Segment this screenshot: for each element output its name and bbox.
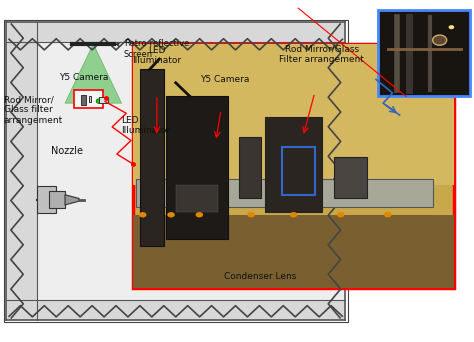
Bar	[282, 147, 315, 195]
Polygon shape	[65, 195, 79, 205]
Bar	[36, 186, 55, 213]
Bar	[4, 20, 348, 322]
Bar	[133, 44, 454, 185]
Bar	[133, 44, 454, 288]
Bar	[140, 69, 164, 246]
Bar	[89, 96, 91, 102]
Circle shape	[247, 212, 255, 218]
Text: Rod Mirror/Glass
Filter arrangement: Rod Mirror/Glass Filter arrangement	[279, 44, 364, 64]
Text: LED
Illuminator: LED Illuminator	[121, 116, 171, 135]
Bar	[81, 95, 86, 105]
Circle shape	[196, 212, 203, 218]
Circle shape	[448, 25, 454, 29]
Bar	[378, 10, 470, 96]
Text: Y5 Camera: Y5 Camera	[201, 75, 250, 84]
Text: LED
Illuminator: LED Illuminator	[132, 46, 182, 65]
Circle shape	[139, 212, 146, 218]
Bar	[74, 90, 103, 108]
Bar	[136, 180, 433, 207]
Text: Y5 Camera: Y5 Camera	[59, 73, 109, 82]
Text: Retro-reflective
Screen: Retro-reflective Screen	[116, 39, 189, 58]
Circle shape	[384, 212, 392, 218]
Bar	[6, 300, 346, 320]
Circle shape	[96, 99, 103, 104]
Bar	[334, 157, 366, 198]
Bar	[265, 117, 322, 212]
Circle shape	[337, 212, 345, 218]
Bar	[6, 22, 36, 320]
Text: Nozzle: Nozzle	[51, 146, 83, 156]
Circle shape	[433, 35, 447, 45]
Bar	[6, 22, 346, 320]
Circle shape	[167, 212, 175, 218]
Circle shape	[290, 212, 297, 218]
Bar	[176, 185, 218, 212]
Text: Rod Mirror/
Glass filter
arrangement: Rod Mirror/ Glass filter arrangement	[4, 95, 63, 125]
Text: Condenser Lens: Condenser Lens	[224, 272, 297, 281]
Bar	[6, 22, 346, 42]
Bar	[239, 137, 261, 198]
Bar	[100, 97, 108, 103]
Bar	[133, 215, 454, 288]
Bar	[48, 192, 65, 208]
Bar	[166, 96, 228, 239]
Polygon shape	[65, 44, 121, 103]
